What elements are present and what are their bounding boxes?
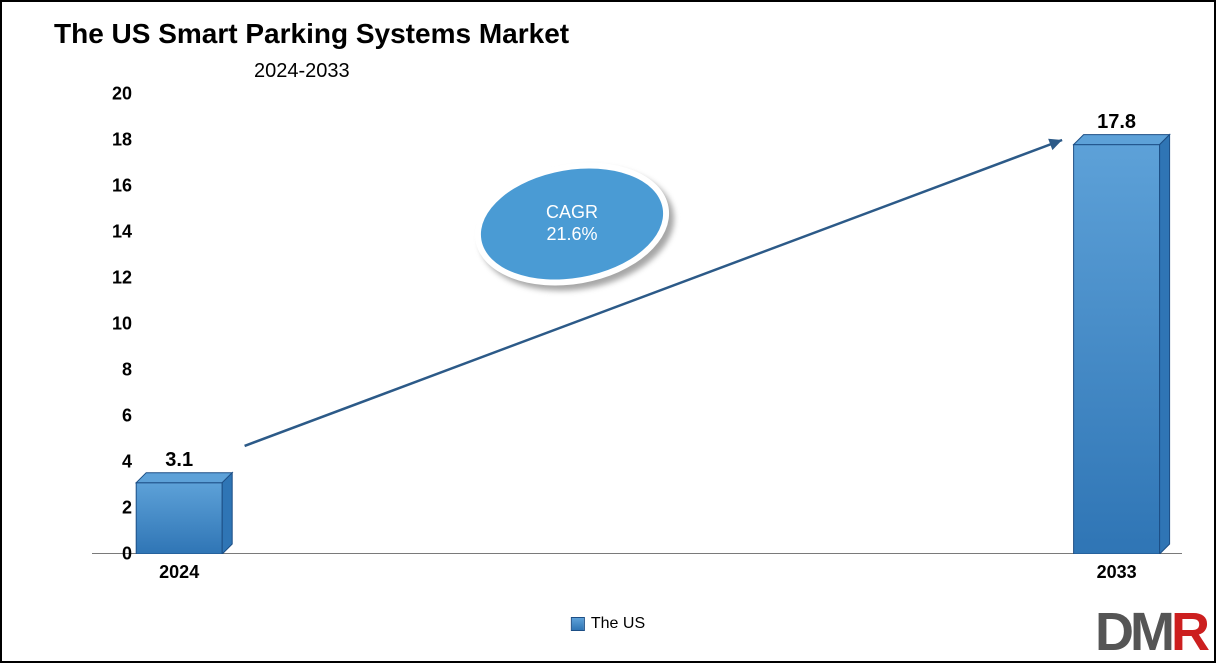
y-tick-label: 14 — [92, 222, 132, 243]
x-category-label: 2033 — [1097, 562, 1137, 583]
y-tick-label: 12 — [92, 268, 132, 289]
y-tick-label: 4 — [92, 452, 132, 473]
chart-axes-svg: CAGR21.6% — [92, 94, 1182, 554]
bar-value-label: 3.1 — [165, 449, 193, 472]
y-tick-label: 2 — [92, 498, 132, 519]
legend-swatch-icon — [571, 617, 585, 631]
bar-value-label: 17.8 — [1097, 111, 1136, 134]
chart-area: CAGR21.6% 0246810121416182020243.1203317… — [92, 94, 1182, 554]
y-tick-label: 0 — [92, 544, 132, 565]
logo-letter-m: M — [1130, 602, 1171, 662]
logo-letter-r: R — [1171, 602, 1206, 662]
bar — [1074, 145, 1160, 554]
logo-letter-d: D — [1095, 602, 1130, 662]
chart-title: The US Smart Parking Systems Market — [54, 18, 569, 50]
cagr-label: CAGR — [546, 202, 598, 222]
y-tick-label: 6 — [92, 406, 132, 427]
y-tick-label: 18 — [92, 130, 132, 151]
chart-frame: The US Smart Parking Systems Market 2024… — [0, 0, 1216, 663]
cagr-value: 21.6% — [546, 224, 597, 244]
legend-label: The US — [591, 615, 645, 633]
x-category-label: 2024 — [159, 562, 199, 583]
y-tick-label: 16 — [92, 176, 132, 197]
bar — [136, 483, 222, 554]
legend: The US — [571, 615, 645, 633]
chart-subtitle: 2024-2033 — [254, 60, 350, 83]
dmr-logo: DMR — [1095, 605, 1206, 659]
y-tick-label: 20 — [92, 84, 132, 105]
y-tick-label: 8 — [92, 360, 132, 381]
y-tick-label: 10 — [92, 314, 132, 335]
